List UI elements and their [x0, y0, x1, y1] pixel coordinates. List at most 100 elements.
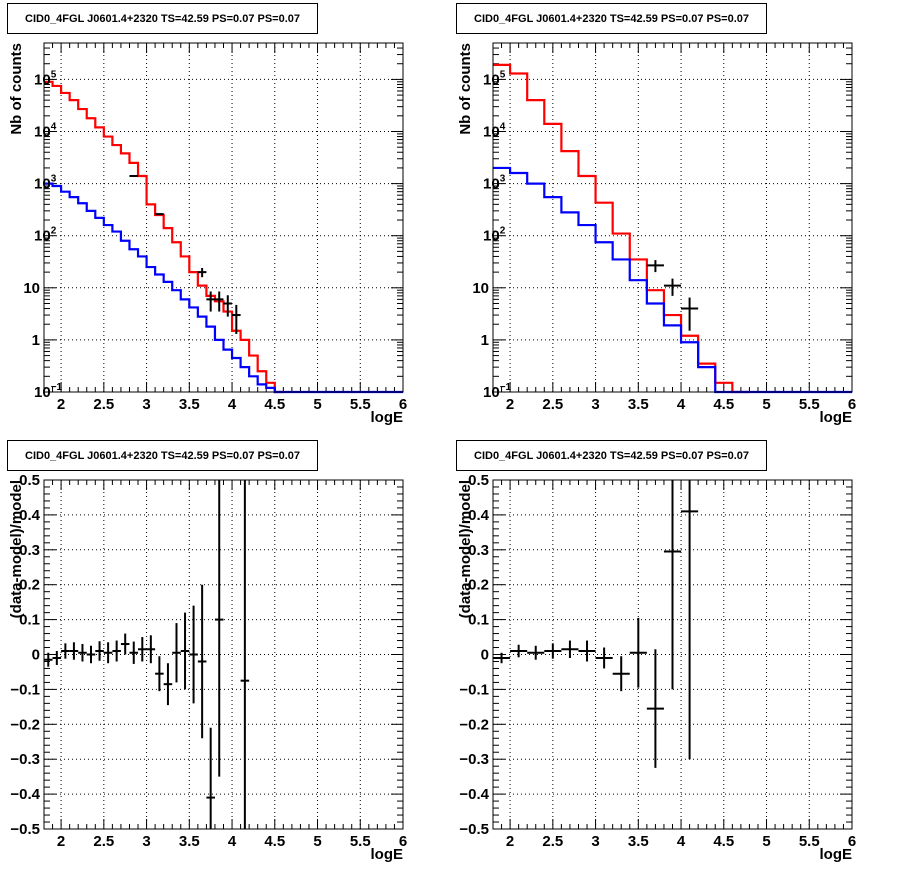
data-point — [646, 649, 664, 768]
data-point — [510, 644, 528, 658]
y-tick-label: 102 — [483, 226, 506, 245]
histogram-series — [493, 166, 852, 394]
data-point — [223, 295, 233, 317]
x-tick-label: 4.5 — [264, 396, 285, 413]
y-tick-label: −0.3 — [10, 751, 40, 768]
data-point — [544, 643, 562, 659]
x-tick-label: 3 — [591, 396, 599, 413]
y-tick-label: 103 — [34, 174, 57, 193]
y-tick-label: −0.1 — [459, 681, 489, 698]
plot-pad-bottom-right: CID0_4FGL J0601.4+2320 TS=42.59 PS=0.07 … — [449, 437, 898, 874]
chart-svg: 2 2.5 3 3.5 4 4.5 5 5.5 6 −0.5 −0.4 −0.3 −0.2 −0.1 0 0.… — [8, 472, 407, 863]
data-point — [129, 641, 139, 664]
y-tick-label: −0.5 — [10, 821, 40, 838]
x-tick-label: 5.5 — [799, 396, 820, 413]
data-point — [120, 633, 130, 655]
data-point — [612, 656, 630, 692]
x-tick-label: 3 — [142, 396, 150, 413]
x-tick-label: 6 — [848, 396, 856, 413]
data-point — [52, 651, 62, 665]
data-point — [180, 612, 190, 690]
x-tick-label: 5.5 — [799, 833, 820, 850]
data-point — [578, 640, 596, 662]
x-tick-label: 4.5 — [713, 833, 734, 850]
y-tick-label: 0.3 — [468, 542, 489, 559]
histogram-series — [44, 182, 403, 394]
x-tick-label: 6 — [848, 833, 856, 850]
y-tick-label: 0 — [481, 647, 489, 664]
data-point — [206, 291, 215, 312]
data-point — [44, 652, 53, 667]
plot-frame — [43, 479, 404, 830]
data-point — [493, 652, 511, 664]
data-point — [629, 617, 647, 688]
y-tick-label: 1 — [32, 332, 40, 349]
y-tick-label: 0.5 — [19, 472, 40, 489]
x-tick-label: 2.5 — [542, 833, 563, 850]
x-tick-label: 3.5 — [179, 833, 200, 850]
grid — [493, 43, 853, 393]
data-point — [86, 645, 96, 664]
data-point — [172, 623, 181, 683]
y-tick-label: 10−1 — [34, 382, 63, 401]
data-point — [663, 480, 682, 690]
histogram-series — [44, 80, 284, 394]
x-tick-label: 3.5 — [628, 396, 649, 413]
chart-svg: 2 2.5 3 3.5 4 4.5 5 5.5 6 10−1 1 10 102 103 104 105 logE… — [457, 42, 856, 426]
y-tick-label: −0.4 — [459, 786, 489, 803]
data-point — [214, 291, 224, 312]
x-tick-label: 2.5 — [93, 833, 114, 850]
x-tick-label: 4 — [677, 833, 686, 850]
y-tick-label: 105 — [34, 69, 57, 88]
x-axis-title: logE — [820, 409, 853, 426]
data-point — [69, 642, 79, 660]
data-point — [681, 297, 699, 331]
x-tick-label: 4 — [228, 833, 237, 850]
y-tick-label: 0.3 — [19, 542, 40, 559]
histogram-series — [493, 63, 750, 394]
chart-svg: 2 2.5 3 3.5 4 4.5 5 5.5 6 10−1 1 10 102 103 104 105 logE… — [8, 42, 407, 426]
y-tick-label: −0.2 — [10, 716, 40, 733]
data-point — [527, 645, 545, 660]
plot-title: CID0_4FGL J0601.4+2320 TS=42.59 PS=0.07 … — [456, 3, 767, 34]
data-point — [138, 637, 147, 662]
y-axis-title: (data-model)/model — [8, 480, 25, 618]
x-tick-label: 6 — [399, 396, 407, 413]
grid — [44, 479, 404, 830]
x-tick-label: 2 — [506, 396, 514, 413]
data-point — [240, 480, 250, 829]
y-axis-title: Nb of counts — [8, 43, 25, 135]
data-point — [61, 643, 70, 659]
x-tick-label: 5 — [762, 833, 770, 850]
y-tick-label: 0.2 — [19, 577, 40, 594]
data-point — [112, 640, 121, 662]
plot-pad-bottom-left: CID0_4FGL J0601.4+2320 TS=42.59 PS=0.07 … — [0, 437, 449, 874]
data-point — [155, 656, 164, 692]
data-point — [206, 727, 215, 829]
data-point — [78, 644, 87, 662]
data-point — [232, 304, 241, 334]
y-tick-label: 10−1 — [483, 382, 512, 401]
x-tick-label: 2 — [57, 833, 65, 850]
y-axis-title: (data-model)/model — [457, 480, 474, 618]
data-point — [163, 663, 173, 706]
y-tick-label: 105 — [483, 69, 506, 88]
plot-frame — [492, 42, 853, 393]
y-tick-label: −0.1 — [10, 681, 40, 698]
x-tick-label: 5 — [313, 396, 321, 413]
data-point — [189, 605, 198, 704]
x-tick-label: 2 — [57, 396, 65, 413]
y-tick-label: 0.2 — [468, 577, 489, 594]
axis-ticks — [43, 42, 404, 393]
y-tick-label: 10 — [23, 280, 40, 297]
x-tick-label: 5.5 — [350, 833, 371, 850]
data-point — [663, 278, 682, 296]
x-tick-label: 6 — [399, 833, 407, 850]
x-tick-label: 2.5 — [93, 396, 114, 413]
axis-ticks — [492, 42, 853, 393]
data-point — [214, 480, 224, 777]
x-tick-label: 2 — [506, 833, 514, 850]
y-tick-label: 0.5 — [468, 472, 489, 489]
axis-ticks — [43, 479, 404, 830]
x-axis-title: logE — [371, 409, 404, 426]
